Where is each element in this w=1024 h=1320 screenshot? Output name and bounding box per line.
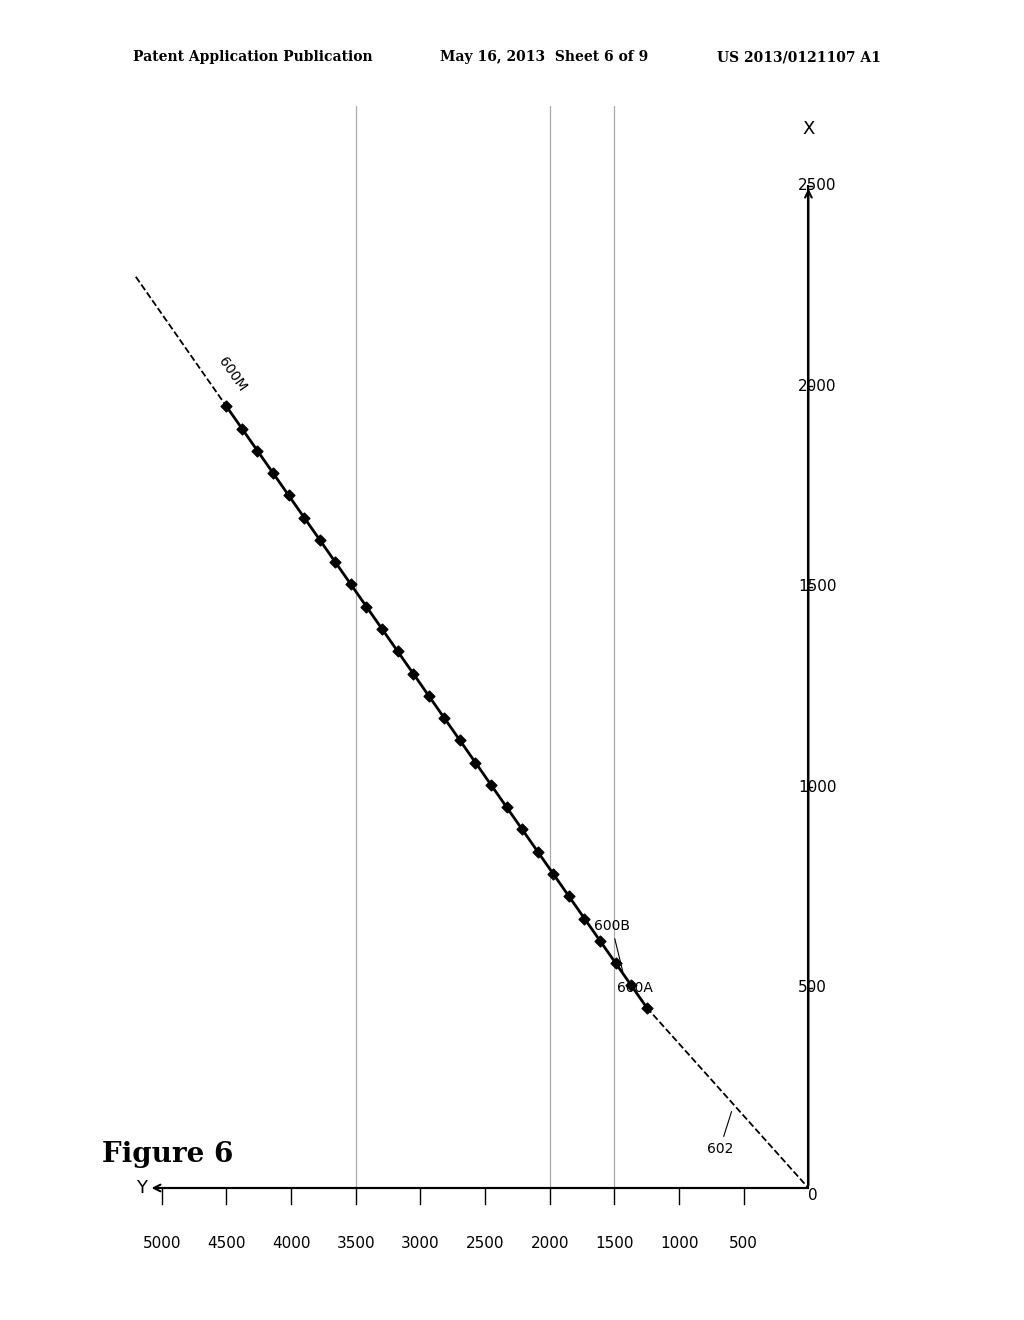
Text: US 2013/0121107 A1: US 2013/0121107 A1 [717, 50, 881, 65]
Point [639, 997, 655, 1018]
Text: 3000: 3000 [401, 1236, 439, 1251]
Text: 500: 500 [729, 1236, 758, 1251]
Text: X: X [802, 120, 815, 137]
Point [327, 552, 343, 573]
Point [467, 752, 483, 774]
Text: 600A: 600A [617, 981, 653, 1006]
Point [607, 953, 624, 974]
Point [233, 418, 250, 440]
Text: 2500: 2500 [466, 1236, 504, 1251]
Point [406, 663, 422, 684]
Point [436, 708, 453, 729]
Text: 3500: 3500 [337, 1236, 375, 1251]
Point [389, 640, 406, 661]
Point [374, 619, 390, 640]
Text: 1500: 1500 [595, 1236, 634, 1251]
Point [296, 507, 312, 528]
Point [249, 441, 265, 462]
Text: Y: Y [136, 1179, 146, 1197]
Text: Patent Application Publication: Patent Application Publication [133, 50, 373, 65]
Point [561, 886, 578, 907]
Point [218, 396, 234, 417]
Point [358, 597, 375, 618]
Point [421, 685, 437, 706]
Text: 1000: 1000 [798, 780, 837, 795]
Point [545, 863, 561, 884]
Text: May 16, 2013  Sheet 6 of 9: May 16, 2013 Sheet 6 of 9 [440, 50, 648, 65]
Point [281, 484, 297, 506]
Point [483, 775, 500, 796]
Text: 600B: 600B [594, 919, 630, 972]
Text: 2000: 2000 [530, 1236, 569, 1251]
Text: 500: 500 [798, 979, 827, 995]
Text: 4500: 4500 [207, 1236, 246, 1251]
Text: 5000: 5000 [142, 1236, 181, 1251]
Text: 600M: 600M [216, 355, 250, 395]
Point [592, 931, 608, 952]
Text: Figure 6: Figure 6 [102, 1142, 233, 1168]
Point [514, 818, 530, 840]
Point [577, 908, 593, 929]
Point [311, 529, 328, 550]
Text: 2000: 2000 [798, 379, 837, 393]
Point [343, 574, 359, 595]
Text: 602: 602 [707, 1111, 733, 1156]
Point [265, 462, 282, 483]
Text: 0: 0 [808, 1188, 818, 1203]
Text: 1000: 1000 [659, 1236, 698, 1251]
Point [529, 841, 546, 862]
Point [499, 796, 515, 817]
Text: 1500: 1500 [798, 579, 837, 594]
Text: 2500: 2500 [798, 178, 837, 193]
Point [623, 974, 639, 995]
Point [452, 730, 468, 751]
Text: 4000: 4000 [271, 1236, 310, 1251]
